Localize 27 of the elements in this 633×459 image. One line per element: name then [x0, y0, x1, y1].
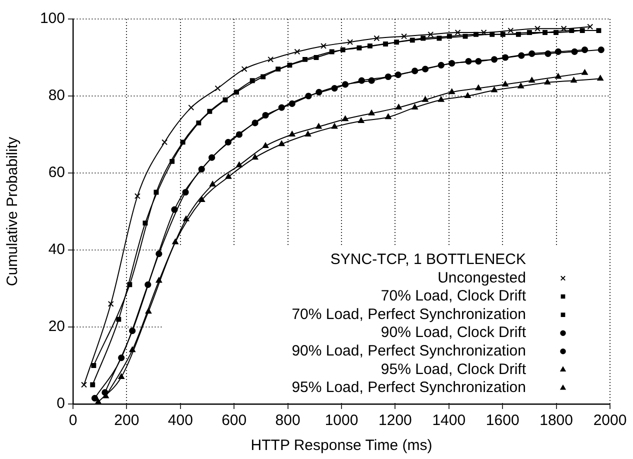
- y-tick-label: 0: [56, 395, 65, 412]
- legend-label: 90% Load, Perfect Synchronization: [292, 342, 526, 360]
- legend-label: 95% Load, Clock Drift: [380, 360, 527, 378]
- x-tick-label: 1800: [540, 412, 573, 430]
- y-tick-label: 60: [48, 164, 65, 182]
- x-tick-label: 1000: [324, 412, 358, 430]
- legend-title: SYNC-TCP, 1 BOTTLENECK: [330, 251, 526, 268]
- y-tick-label: 20: [48, 318, 65, 336]
- y-tick-label: 80: [48, 87, 65, 104]
- x-tick-label: 600: [222, 412, 247, 430]
- x-tick-label: 1400: [432, 412, 466, 430]
- legend-label: Uncongested: [438, 269, 526, 286]
- y-axis-title: Cumulative Probability: [4, 136, 22, 286]
- x-tick-label: 1600: [486, 412, 520, 430]
- x-tick-label: 1200: [378, 412, 412, 430]
- y-tick-label: 40: [48, 241, 65, 258]
- x-tick-label: 400: [168, 412, 193, 430]
- x-tick-label: 200: [114, 412, 140, 430]
- x-tick-label: 2000: [593, 412, 627, 430]
- x-tick-label: 800: [275, 412, 300, 430]
- x-axis-title: HTTP Response Time (ms): [250, 437, 432, 454]
- y-tick-label: 100: [40, 10, 65, 28]
- legend-label: 90% Load, Clock Drift: [380, 324, 527, 342]
- legend-label: 70% Load, Perfect Synchronization: [292, 306, 526, 323]
- legend-label: 95% Load, Perfect Synchronization: [292, 379, 526, 396]
- legend-label: 70% Load, Clock Drift: [380, 288, 527, 305]
- x-tick-label: 0: [68, 412, 78, 430]
